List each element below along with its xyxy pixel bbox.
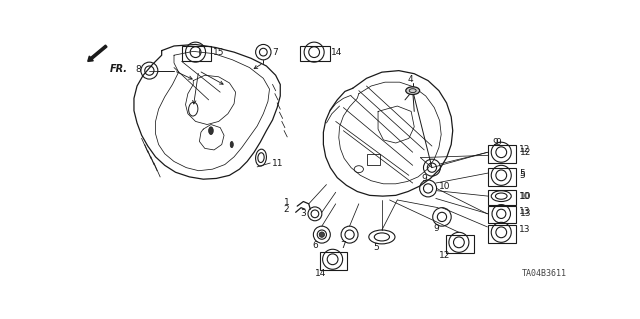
Text: 1: 1 [284,198,289,207]
Text: 6: 6 [312,241,318,250]
Bar [488,145,516,163]
Text: 4: 4 [408,75,413,84]
Text: 14: 14 [316,269,327,278]
Text: 13: 13 [520,209,531,218]
Text: 10: 10 [439,182,451,191]
Text: 11: 11 [272,159,284,167]
Bar [488,190,516,205]
Text: 13: 13 [519,207,531,216]
Text: 10: 10 [519,192,531,201]
FancyArrow shape [88,45,107,61]
Text: 14: 14 [331,48,342,57]
Text: 9: 9 [433,224,438,233]
Text: 5: 5 [374,243,380,252]
Text: 12: 12 [520,148,531,157]
Circle shape [319,232,324,237]
Text: 10: 10 [520,192,531,201]
Ellipse shape [209,127,213,135]
Text: 7: 7 [340,241,346,250]
Text: 12: 12 [438,251,450,260]
Text: 9: 9 [421,174,427,183]
Bar [182,46,211,61]
Bar [488,206,516,223]
Bar [367,154,380,165]
Text: 2: 2 [283,205,289,214]
Text: TA04B3611: TA04B3611 [522,269,567,278]
Text: 5: 5 [520,171,525,180]
Bar [488,168,516,186]
Ellipse shape [230,141,234,148]
Text: 7: 7 [273,48,278,57]
Text: 9: 9 [492,138,498,147]
Text: 8: 8 [135,64,141,74]
Bar [319,252,348,270]
Bar [446,235,474,253]
Text: 5: 5 [519,168,525,178]
Text: 13: 13 [519,225,531,234]
Text: 9: 9 [496,138,502,147]
Text: FR.: FR. [109,64,127,74]
Bar [488,225,516,243]
Text: 15: 15 [212,48,224,57]
Text: 12: 12 [519,145,531,154]
Bar [300,46,330,61]
Text: 3: 3 [301,209,307,218]
Ellipse shape [406,87,420,94]
